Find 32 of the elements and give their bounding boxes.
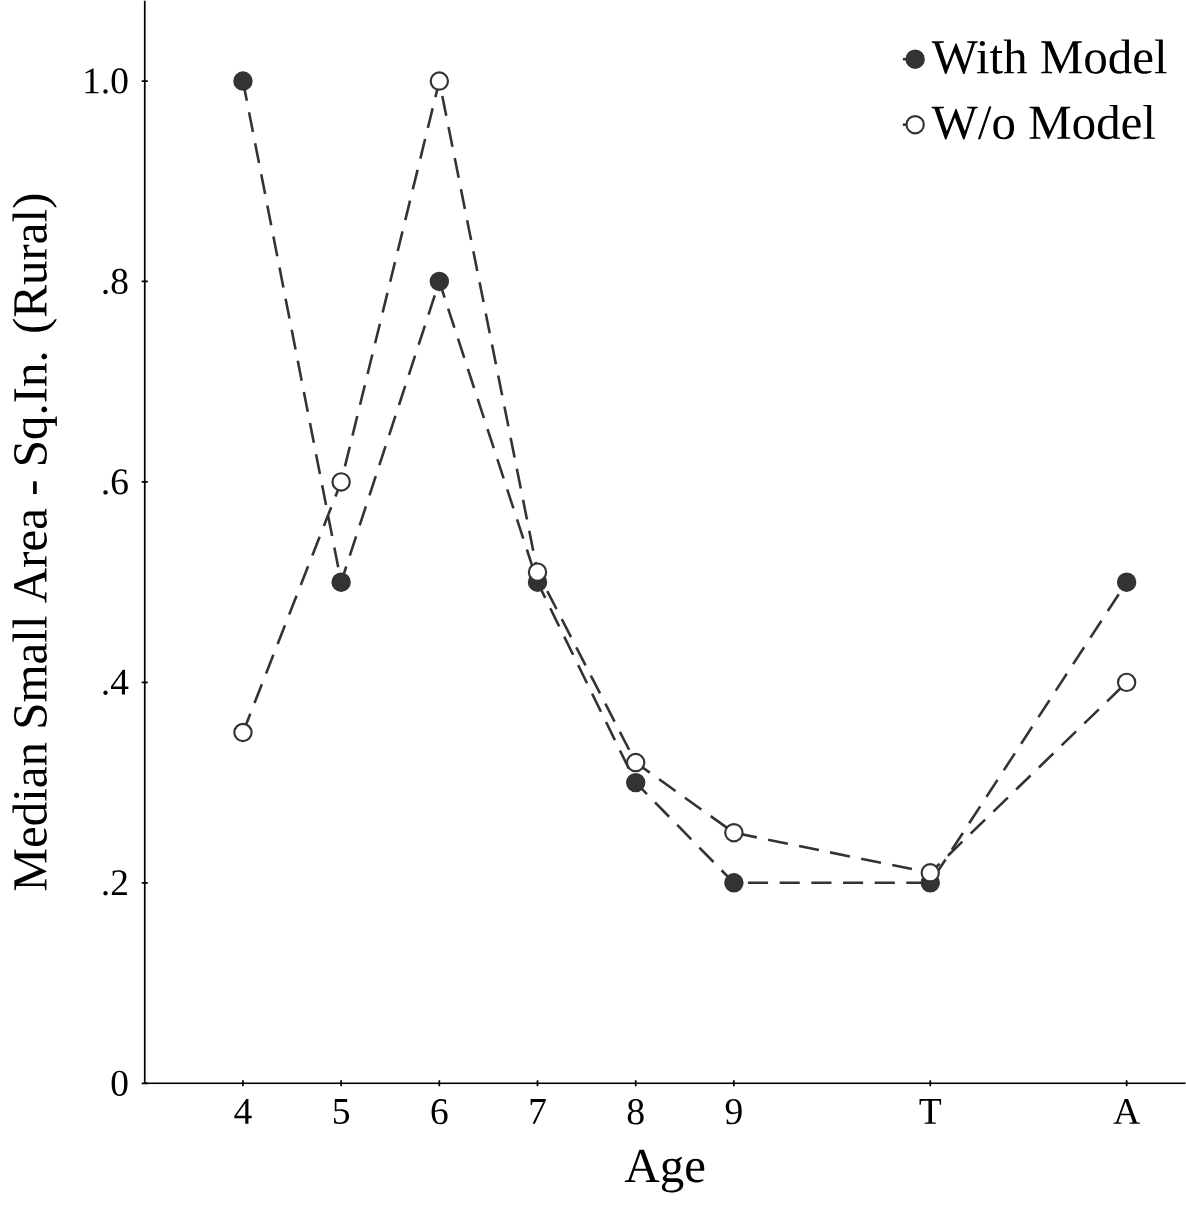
y-tick-label: 1.0 (85, 68, 128, 94)
point (625, 752, 646, 773)
x-axis-title: Age (624, 1149, 705, 1193)
x-tick-label: 5 (333, 1099, 349, 1124)
point (233, 722, 253, 743)
legend-label: With Model (931, 39, 1167, 75)
x-tick-label: 7 (530, 1099, 546, 1124)
point (625, 772, 646, 793)
legend-label: W/o Model (931, 104, 1155, 140)
y-tick-label: .4 (103, 669, 129, 695)
y-tick-label: .2 (103, 870, 127, 896)
x-tick-label: 4 (234, 1099, 252, 1124)
point (331, 472, 351, 492)
point (723, 873, 744, 893)
x-tick-label: 6 (431, 1099, 448, 1125)
point (1116, 672, 1137, 693)
x-tick-label: A (1113, 1099, 1140, 1124)
point (429, 71, 449, 91)
point (233, 71, 253, 91)
point (920, 863, 940, 883)
x-tick-label: T (919, 1099, 941, 1124)
x-tick-label: 8 (627, 1099, 644, 1125)
x-tick-label: 9 (725, 1099, 742, 1125)
y-tick-label: .6 (103, 469, 128, 495)
point (527, 562, 548, 582)
point (723, 823, 744, 843)
point (331, 572, 351, 592)
point (1116, 572, 1137, 592)
y-tick-label: .8 (103, 268, 128, 295)
y-axis-title: Median Small Area - Sq.In. (Rural) (12, 194, 57, 891)
point (429, 271, 449, 292)
y-tick-label: 0 (111, 1070, 128, 1096)
